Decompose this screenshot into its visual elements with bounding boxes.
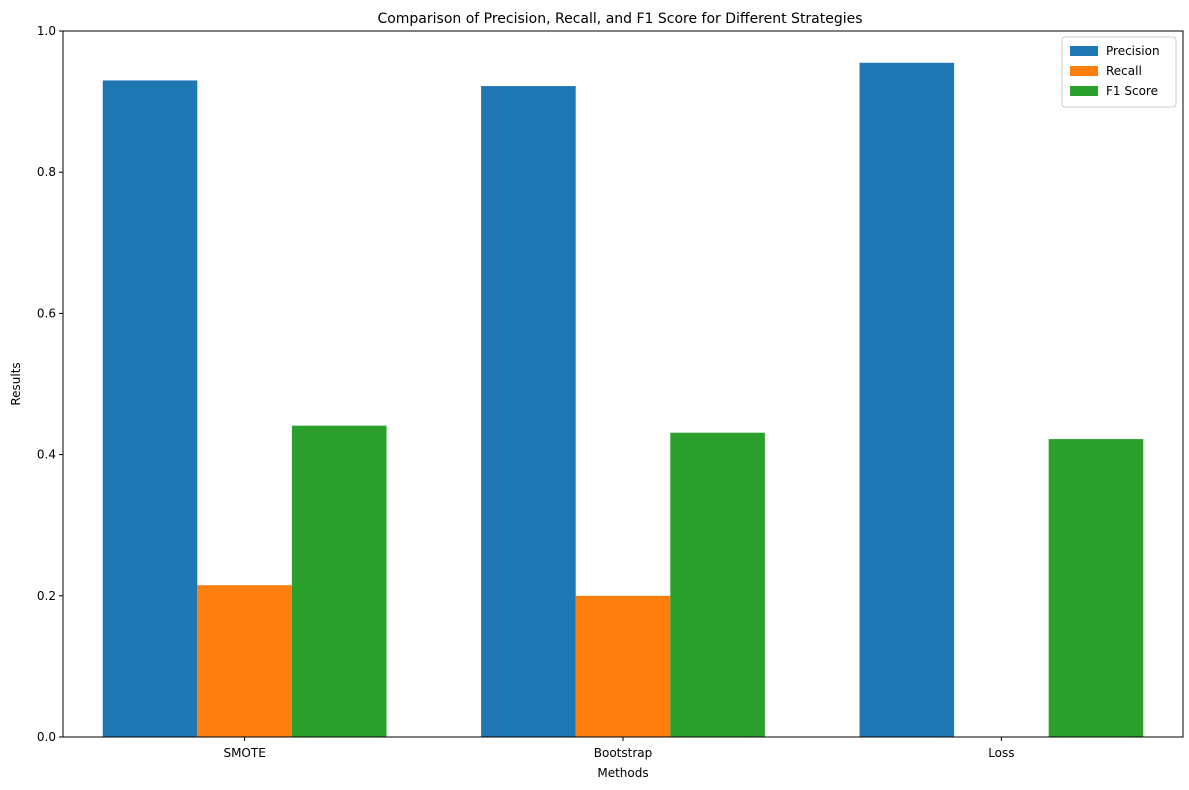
bars-layer [102,62,1144,738]
x-axis-label: Methods [597,766,648,780]
legend-label-f1-score: F1 Score [1106,84,1158,98]
chart-title: Comparison of Precision, Recall, and F1 … [377,11,862,27]
legend-swatch-recall [1070,66,1098,76]
legend-swatch-precision [1070,46,1098,56]
legend-label-recall: Recall [1106,64,1142,78]
legend-label-precision: Precision [1106,44,1160,58]
y-tick-label: 0.0 [37,730,56,744]
bar-f1-score-bootstrap [670,432,765,737]
y-tick-label: 1.0 [37,24,56,38]
y-tick-label: 0.8 [37,165,56,179]
y-axis-label: Results [9,362,23,405]
y-axis: 0.0 0.2 0.4 0.6 0.8 1.0 [37,24,63,744]
x-tick-label: Bootstrap [594,746,652,760]
y-tick-label: 0.4 [37,448,56,462]
y-tick-label: 0.6 [37,306,56,320]
bar-recall-bootstrap [575,595,671,737]
x-tick-label: Loss [988,746,1014,760]
legend: Precision Recall F1 Score [1061,36,1177,108]
x-tick-label: SMOTE [223,746,265,760]
bar-precision-bootstrap [481,86,576,738]
legend-swatch-f1-score [1070,86,1098,96]
bar-precision-loss [859,62,955,737]
bar-precision-smote [102,80,198,738]
bar-f1-score-smote [291,425,387,737]
x-axis: SMOTE Bootstrap Loss [223,737,1015,760]
bar-recall-smote [197,585,292,737]
bar-f1-score-loss [1048,439,1144,737]
y-tick-label: 0.2 [37,589,56,603]
